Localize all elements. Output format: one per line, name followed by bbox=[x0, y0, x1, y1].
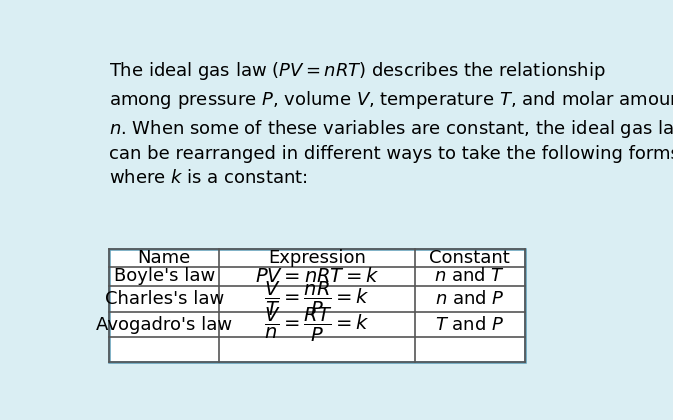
Text: $PV = nRT = k$: $PV = nRT = k$ bbox=[254, 267, 380, 286]
Text: $n$ and $T$: $n$ and $T$ bbox=[434, 267, 505, 285]
Text: Name: Name bbox=[137, 249, 191, 267]
Text: The ideal gas law ($PV = nRT$) describes the relationship
among pressure $P$, vo: The ideal gas law ($PV = nRT$) describes… bbox=[109, 60, 673, 187]
Text: Avogadro's law: Avogadro's law bbox=[96, 315, 232, 333]
Text: $n$ and $P$: $n$ and $P$ bbox=[435, 290, 505, 308]
Text: Constant: Constant bbox=[429, 249, 510, 267]
Text: $T$ and $P$: $T$ and $P$ bbox=[435, 315, 504, 333]
Text: $\dfrac{V}{T} = \dfrac{nR}{P} = k$: $\dfrac{V}{T} = \dfrac{nR}{P} = k$ bbox=[264, 280, 370, 318]
FancyBboxPatch shape bbox=[109, 249, 525, 362]
Text: Boyle's law: Boyle's law bbox=[114, 267, 215, 285]
Text: $\dfrac{V}{n} = \dfrac{RT}{P} = k$: $\dfrac{V}{n} = \dfrac{RT}{P} = k$ bbox=[264, 305, 369, 344]
Text: Expression: Expression bbox=[268, 249, 366, 267]
Text: Charles's law: Charles's law bbox=[104, 290, 224, 308]
